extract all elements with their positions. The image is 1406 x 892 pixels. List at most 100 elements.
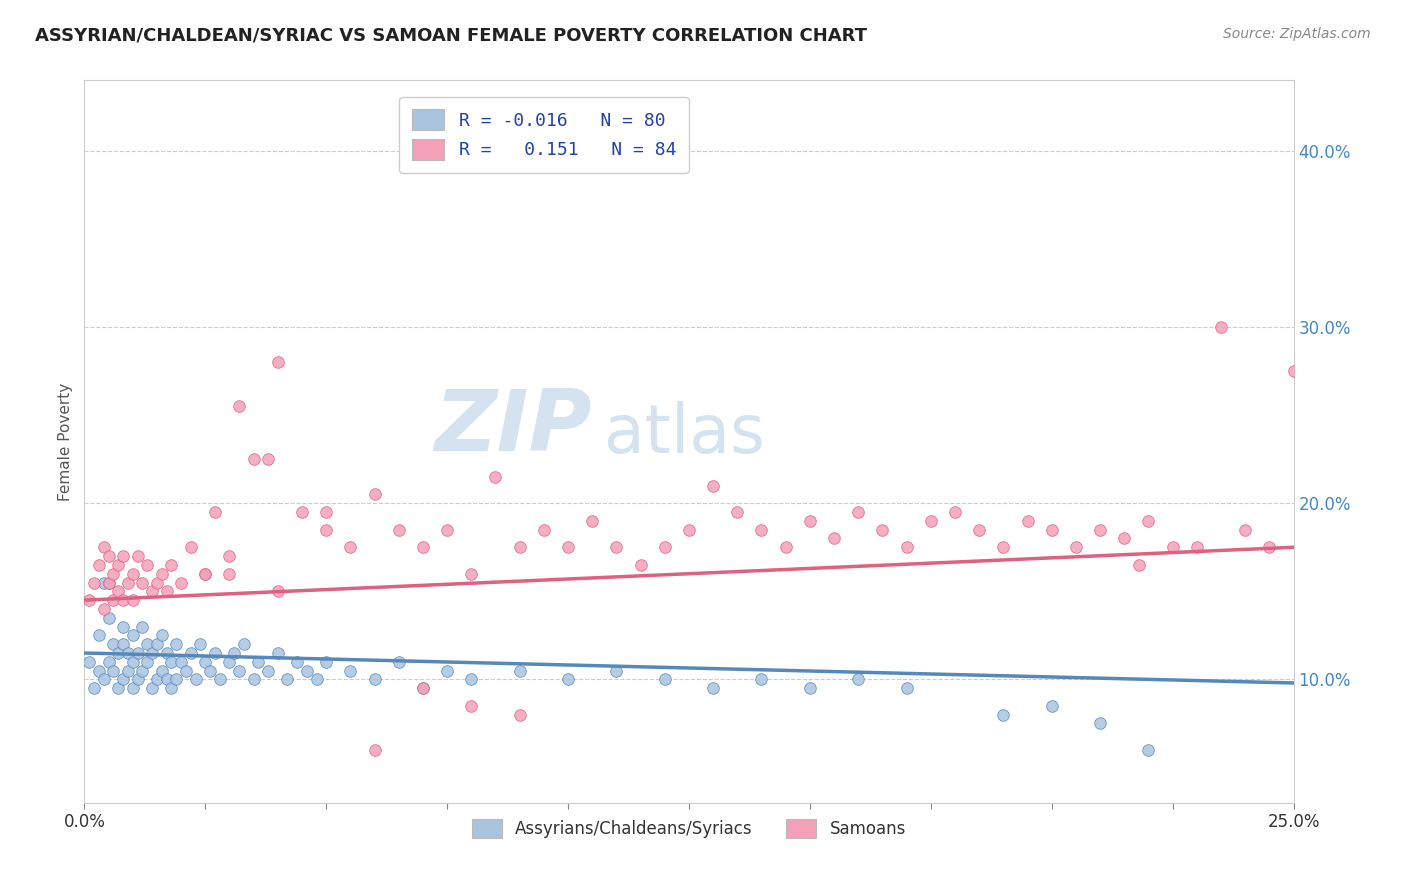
Point [605, 541, 627, 555]
Point [117, 575, 139, 590]
Point [190, 637, 212, 651]
Text: Source: ZipAtlas.com: Source: ZipAtlas.com [1223, 27, 1371, 41]
Point [581, 514, 603, 528]
Point [315, 655, 337, 669]
Point [436, 523, 458, 537]
Point [725, 505, 748, 519]
Point [117, 646, 139, 660]
Point [1088, 716, 1111, 731]
Point [1114, 532, 1136, 546]
Point [131, 575, 153, 590]
Point [77, 655, 100, 669]
Point [112, 637, 135, 651]
Point [170, 655, 193, 669]
Point [1064, 541, 1087, 555]
Point [131, 619, 153, 633]
Point [436, 664, 458, 678]
Point [295, 664, 318, 678]
Point [127, 549, 149, 563]
Point [460, 698, 482, 713]
Point [180, 541, 202, 555]
Point [388, 655, 411, 669]
Point [509, 541, 531, 555]
Point [103, 637, 125, 651]
Point [160, 681, 183, 696]
Point [315, 523, 337, 537]
Point [267, 584, 290, 599]
Point [412, 541, 434, 555]
Point [412, 681, 434, 696]
Point [112, 549, 135, 563]
Point [557, 541, 579, 555]
Point [339, 664, 361, 678]
Point [943, 505, 966, 519]
Point [93, 602, 115, 616]
Point [1137, 514, 1160, 528]
Point [83, 681, 105, 696]
Point [1017, 514, 1039, 528]
Point [896, 681, 918, 696]
Point [146, 575, 169, 590]
Point [155, 584, 177, 599]
Point [1185, 541, 1208, 555]
Point [107, 584, 129, 599]
Point [87, 628, 110, 642]
Point [702, 478, 724, 492]
Point [872, 523, 894, 537]
Point [267, 355, 290, 369]
Point [194, 566, 217, 581]
Point [678, 523, 700, 537]
Point [103, 664, 125, 678]
Y-axis label: Female Poverty: Female Poverty [58, 383, 73, 500]
Point [305, 673, 328, 687]
Point [97, 575, 120, 590]
Text: ZIP: ZIP [434, 385, 592, 468]
Point [107, 681, 129, 696]
Point [228, 664, 250, 678]
Point [121, 681, 143, 696]
Point [242, 452, 264, 467]
Point [107, 646, 129, 660]
Point [460, 566, 482, 581]
Point [194, 566, 217, 581]
Point [846, 505, 869, 519]
Point [1040, 523, 1063, 537]
Point [218, 655, 240, 669]
Point [174, 664, 197, 678]
Point [557, 673, 579, 687]
Point [823, 532, 845, 546]
Point [388, 523, 411, 537]
Point [291, 505, 314, 519]
Point [233, 637, 256, 651]
Point [533, 523, 555, 537]
Point [702, 681, 724, 696]
Point [150, 566, 173, 581]
Point [141, 646, 163, 660]
Point [93, 673, 115, 687]
Point [180, 646, 202, 660]
Point [83, 575, 105, 590]
Text: ASSYRIAN/CHALDEAN/SYRIAC VS SAMOAN FEMALE POVERTY CORRELATION CHART: ASSYRIAN/CHALDEAN/SYRIAC VS SAMOAN FEMAL… [35, 27, 868, 45]
Point [1209, 320, 1232, 334]
Point [484, 470, 506, 484]
Point [117, 664, 139, 678]
Point [204, 646, 226, 660]
Point [751, 673, 773, 687]
Point [1128, 558, 1150, 572]
Point [363, 673, 385, 687]
Point [112, 593, 135, 607]
Point [208, 673, 231, 687]
Point [1234, 523, 1257, 537]
Legend: Assyrians/Chaldeans/Syriacs, Samoans: Assyrians/Chaldeans/Syriacs, Samoans [465, 813, 912, 845]
Point [194, 655, 217, 669]
Point [121, 593, 143, 607]
Point [509, 707, 531, 722]
Point [155, 673, 177, 687]
Point [285, 655, 308, 669]
Point [93, 541, 115, 555]
Point [121, 566, 143, 581]
Text: atlas: atlas [605, 401, 765, 467]
Point [165, 673, 187, 687]
Point [846, 673, 869, 687]
Point [121, 628, 143, 642]
